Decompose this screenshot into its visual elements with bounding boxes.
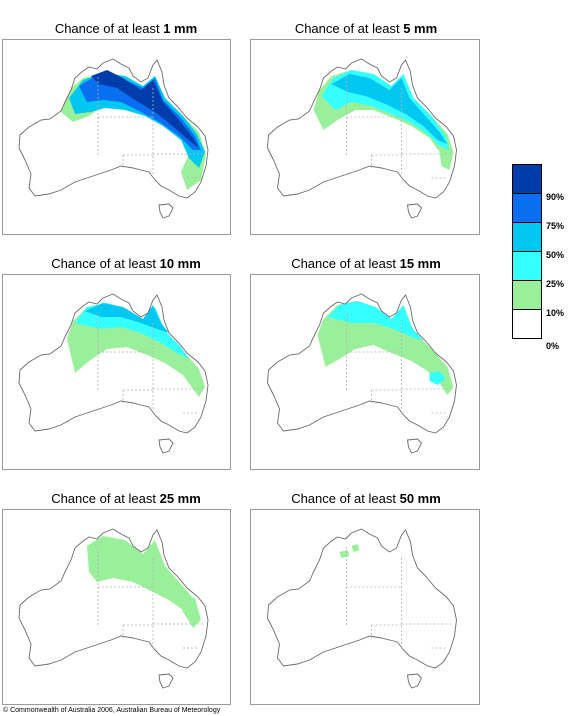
legend-swatch-90 (512, 164, 542, 194)
panel-10mm: Chance of at least 10 mm (0, 240, 250, 475)
legend-swatch-25 (512, 251, 542, 281)
tasmania (406, 438, 423, 454)
rainfall-region (155, 220, 167, 231)
legend-tick-75: 75% (546, 221, 565, 231)
rainfall-region (91, 70, 199, 148)
australia-map (18, 293, 209, 454)
legend-swatch-10 (512, 280, 542, 310)
rainfall-regions (317, 301, 454, 395)
panel-25mm: Chance of at least 25 mm (0, 475, 250, 710)
map-10mm (2, 274, 231, 470)
rainfall-regions (61, 70, 206, 231)
panel-title: Chance of at least 25 mm (51, 491, 201, 506)
australia-map (267, 293, 457, 454)
map-15mm (250, 274, 480, 470)
rainfall-region (331, 74, 448, 144)
legend-tick-0: 0% (546, 341, 560, 351)
panel-title: Chance of at least 1 mm (54, 21, 198, 36)
panel-15mm: Chance of at least 15 mm (250, 240, 500, 475)
rainfall-regions (87, 536, 201, 628)
tasmania (158, 203, 174, 219)
legend-tick-10: 10% (546, 308, 565, 318)
coastline (18, 58, 209, 199)
panel-title: Chance of at least 10 mm (51, 256, 201, 271)
map-1mm (2, 39, 231, 235)
rainfall-region (339, 550, 350, 558)
legend-swatch-0 (512, 309, 542, 339)
rainfall-region (79, 74, 201, 150)
tasmania (158, 673, 174, 689)
legend-swatch-50 (512, 222, 542, 252)
rainfall-region (87, 536, 199, 622)
coastline (267, 58, 457, 199)
rainfall-region (317, 301, 454, 395)
tasmania (406, 673, 423, 689)
rainfall-regions (313, 70, 454, 170)
coastline (267, 528, 457, 669)
rainfall-region (439, 576, 446, 586)
tasmania (406, 203, 423, 219)
legend-tick-90: 90% (546, 192, 565, 202)
coastline (18, 528, 209, 669)
legend-swatch-75 (512, 193, 542, 223)
australia-map (18, 58, 209, 231)
tasmania (158, 438, 174, 454)
panel-title: Chance of at least 15 mm (291, 256, 441, 271)
panel-5mm: Chance of at least 5 mm (250, 0, 500, 240)
rainfall-region (351, 544, 360, 552)
rainfall-region (85, 303, 169, 333)
map-25mm (2, 509, 231, 705)
rainfall-region (429, 371, 446, 385)
rainfall-region (179, 596, 201, 628)
australia-map (267, 528, 457, 689)
panel-title: Chance of at least 50 mm (291, 491, 441, 506)
rainfall-regions (67, 303, 205, 397)
legend: 90% 75% 50% 25% 10% 0% (512, 164, 564, 351)
australia-map (267, 58, 457, 219)
map-5mm (250, 39, 480, 235)
legend-tick-25: 25% (546, 279, 565, 289)
legend-tick-50: 50% (546, 250, 565, 260)
copyright-footer: © Commonwealth of Australia 2006, Austra… (3, 707, 221, 714)
australia-map (18, 528, 209, 689)
rainfall-region (327, 301, 424, 341)
coastline (267, 293, 457, 434)
panel-title: Chance of at least 5 mm (294, 21, 438, 36)
rainfall-region (173, 198, 181, 205)
panel-1mm: Chance of at least 1 mm (0, 0, 250, 240)
panel-50mm: Chance of at least 50 mm (250, 475, 500, 710)
map-50mm (250, 509, 480, 705)
coastline (18, 293, 209, 434)
land-fill (267, 529, 457, 668)
